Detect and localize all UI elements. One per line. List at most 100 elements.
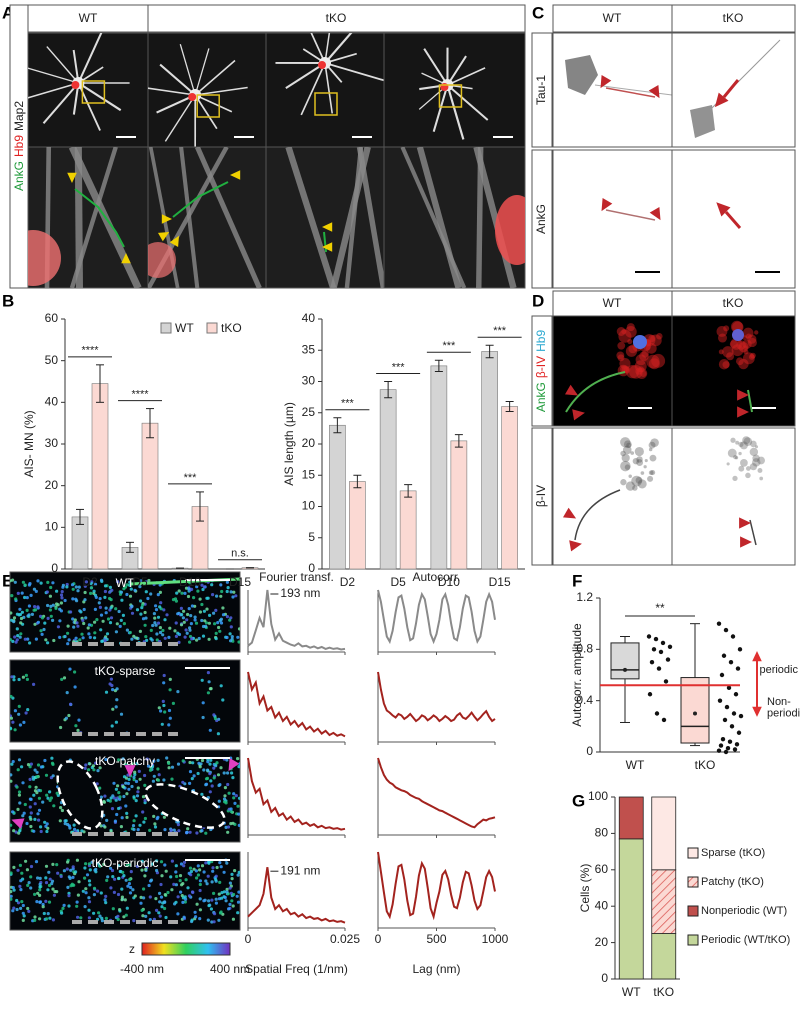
localization bbox=[140, 908, 144, 913]
dendrite bbox=[74, 147, 83, 288]
localization bbox=[163, 710, 167, 714]
localization bbox=[21, 814, 25, 818]
localization bbox=[12, 620, 16, 624]
stain-cloud bbox=[635, 476, 643, 484]
stain-cloud bbox=[735, 440, 740, 445]
localization bbox=[198, 897, 202, 901]
localization bbox=[95, 782, 99, 786]
localization bbox=[13, 728, 17, 732]
localization bbox=[152, 814, 156, 819]
localization bbox=[132, 778, 136, 782]
localization bbox=[158, 590, 162, 595]
localization bbox=[75, 904, 79, 908]
localization bbox=[158, 605, 162, 609]
localization bbox=[198, 908, 202, 912]
ais bbox=[574, 489, 621, 541]
x-tick-label: 1000 bbox=[482, 932, 509, 946]
stain-cloud bbox=[649, 454, 657, 462]
point bbox=[660, 640, 666, 646]
localization bbox=[153, 822, 157, 826]
localization bbox=[111, 907, 115, 911]
localization bbox=[27, 604, 31, 608]
y-tick-label: 30 bbox=[302, 374, 316, 388]
localization bbox=[156, 815, 160, 819]
stain-cloud bbox=[752, 454, 760, 463]
localization bbox=[44, 881, 49, 885]
localization bbox=[187, 607, 191, 611]
localization bbox=[133, 588, 137, 592]
localization bbox=[158, 914, 162, 918]
point bbox=[646, 634, 652, 639]
localization bbox=[142, 896, 146, 900]
error-bar bbox=[76, 508, 84, 525]
localization bbox=[221, 606, 225, 610]
stain-cloud bbox=[726, 462, 730, 466]
localization bbox=[125, 815, 129, 820]
x-tick-label: tKO bbox=[695, 758, 716, 772]
localization bbox=[190, 777, 194, 781]
localization bbox=[129, 587, 133, 591]
localization bbox=[98, 786, 102, 790]
localization bbox=[67, 894, 71, 898]
image-content bbox=[28, 33, 136, 138]
localization bbox=[216, 621, 220, 625]
localization bbox=[39, 829, 43, 834]
localization bbox=[33, 789, 38, 793]
localization bbox=[10, 675, 14, 679]
y-tick-label: 25 bbox=[302, 405, 316, 419]
localization bbox=[236, 900, 240, 904]
localization bbox=[221, 698, 225, 702]
localization bbox=[159, 601, 163, 605]
x-tick-label: 500 bbox=[426, 932, 446, 946]
y-tick-label: 60 bbox=[595, 862, 609, 876]
localization bbox=[234, 594, 238, 598]
localization bbox=[219, 621, 224, 625]
localization bbox=[207, 899, 211, 903]
arrowhead bbox=[67, 172, 77, 183]
localization bbox=[21, 781, 25, 785]
localization bbox=[112, 781, 116, 785]
localization bbox=[212, 920, 216, 924]
localization bbox=[23, 637, 27, 641]
localization bbox=[185, 618, 189, 622]
localization bbox=[105, 878, 109, 883]
roi-box bbox=[196, 94, 220, 118]
localization bbox=[45, 829, 49, 834]
localization bbox=[46, 888, 50, 892]
threshold-label: Non- bbox=[767, 696, 791, 708]
localization bbox=[69, 868, 73, 872]
image bbox=[552, 315, 673, 427]
localization bbox=[40, 632, 44, 637]
period-marker bbox=[88, 642, 98, 646]
localization bbox=[196, 771, 200, 776]
localization bbox=[217, 783, 221, 788]
localization bbox=[136, 786, 140, 790]
localization bbox=[69, 702, 73, 706]
image bbox=[265, 32, 385, 148]
localization bbox=[43, 820, 47, 824]
neurite bbox=[148, 87, 196, 96]
localization bbox=[97, 601, 101, 605]
localization bbox=[121, 784, 125, 789]
localization bbox=[49, 614, 53, 618]
localization bbox=[130, 784, 134, 789]
frame bbox=[552, 290, 673, 317]
localization bbox=[98, 766, 102, 770]
localization bbox=[230, 635, 234, 639]
localization bbox=[195, 638, 199, 642]
localization bbox=[47, 883, 52, 888]
localization bbox=[200, 678, 204, 682]
localization bbox=[188, 760, 192, 765]
period-marker bbox=[152, 920, 162, 924]
image-content bbox=[400, 147, 525, 288]
localization bbox=[207, 621, 211, 625]
error-bar bbox=[353, 474, 362, 489]
localization bbox=[31, 777, 36, 781]
localization bbox=[187, 894, 192, 898]
localization bbox=[84, 616, 88, 620]
localization bbox=[23, 595, 27, 600]
localization bbox=[225, 887, 229, 892]
localization bbox=[48, 877, 52, 881]
localization bbox=[131, 824, 136, 828]
